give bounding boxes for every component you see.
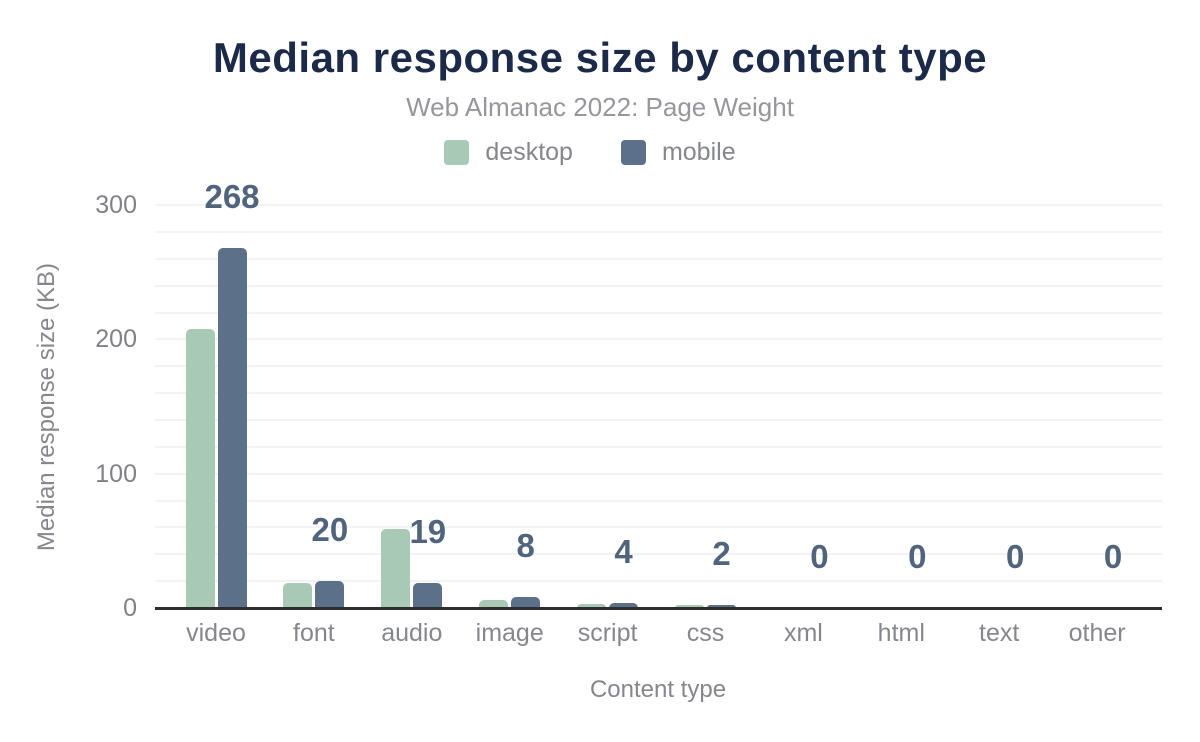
- gridline: [155, 580, 1162, 583]
- bar-desktop-image: [479, 599, 509, 608]
- x-category-label: image: [475, 619, 544, 647]
- x-category-label: audio: [381, 619, 443, 647]
- bar-value-label: 2: [712, 535, 731, 573]
- gridline: [155, 257, 1162, 260]
- gridline: [155, 499, 1162, 502]
- gridline: [155, 418, 1162, 421]
- x-category-label: xml: [783, 619, 823, 647]
- x-category-label: font: [293, 619, 335, 647]
- gridline: [155, 204, 1162, 206]
- bar-value-label: 0: [1006, 538, 1025, 575]
- chart-title: Median response size by content type: [212, 34, 988, 81]
- x-category-label: other: [1068, 619, 1126, 647]
- bar-mobile-font: [315, 581, 345, 608]
- bar-mobile-css: [707, 605, 736, 608]
- bar-desktop-font: [283, 582, 313, 608]
- bar-value-label: 0: [908, 538, 927, 575]
- y-tick-label: 0: [123, 594, 137, 622]
- gridline: [155, 311, 1162, 314]
- legend-label-mobile: mobile: [661, 138, 736, 166]
- bar-desktop-audio: [381, 528, 411, 608]
- bar-value-label: 4: [614, 532, 633, 570]
- x-category-label: html: [877, 619, 925, 647]
- y-tick-label: 100: [95, 459, 137, 488]
- gridline: [155, 338, 1162, 341]
- mobile-swatch-icon: [620, 140, 646, 165]
- gridline: [155, 230, 1162, 233]
- legend-item-mobile: mobile: [620, 138, 736, 167]
- x-category-label: text: [979, 619, 1020, 647]
- bar-mobile-video: [217, 248, 247, 608]
- bar-value-label: 0: [1103, 538, 1123, 575]
- y-tick-label: 200: [95, 325, 137, 354]
- bar-value-label: 19: [409, 512, 447, 550]
- x-axis-title: Content type: [589, 676, 727, 703]
- bar-mobile-audio: [413, 582, 443, 608]
- bar-value-label: 20: [311, 511, 349, 549]
- legend-item-desktop: desktop: [444, 138, 573, 167]
- chart-legend: desktop mobile: [0, 138, 1180, 167]
- bar-mobile-script: [609, 602, 639, 608]
- bar-value-label: 268: [204, 178, 260, 215]
- gridline: [155, 526, 1162, 529]
- legend-label-desktop: desktop: [485, 138, 573, 166]
- x-axis-line: [155, 607, 1162, 610]
- bar-desktop-video: [185, 328, 215, 608]
- x-category-label: script: [577, 619, 638, 647]
- y-axis-title: Median response size (KB): [33, 262, 60, 552]
- gridline: [155, 284, 1162, 287]
- gridline: [155, 445, 1162, 448]
- x-category-label: css: [686, 619, 725, 647]
- gridline: [155, 553, 1162, 556]
- gridline: [155, 365, 1162, 368]
- bar-value-label: 8: [516, 527, 535, 565]
- x-category-label: video: [186, 619, 246, 647]
- gridline: [155, 392, 1162, 395]
- bar-mobile-image: [511, 597, 541, 608]
- chart-subtitle: Web Almanac 2022: Page Weight: [406, 92, 794, 122]
- desktop-swatch-icon: [444, 140, 470, 165]
- bar-desktop-script: [577, 604, 607, 608]
- y-tick-label: 300: [95, 191, 137, 219]
- bar-desktop-css: [675, 605, 704, 608]
- gridline: [155, 472, 1162, 475]
- bar-value-label: 0: [810, 538, 829, 575]
